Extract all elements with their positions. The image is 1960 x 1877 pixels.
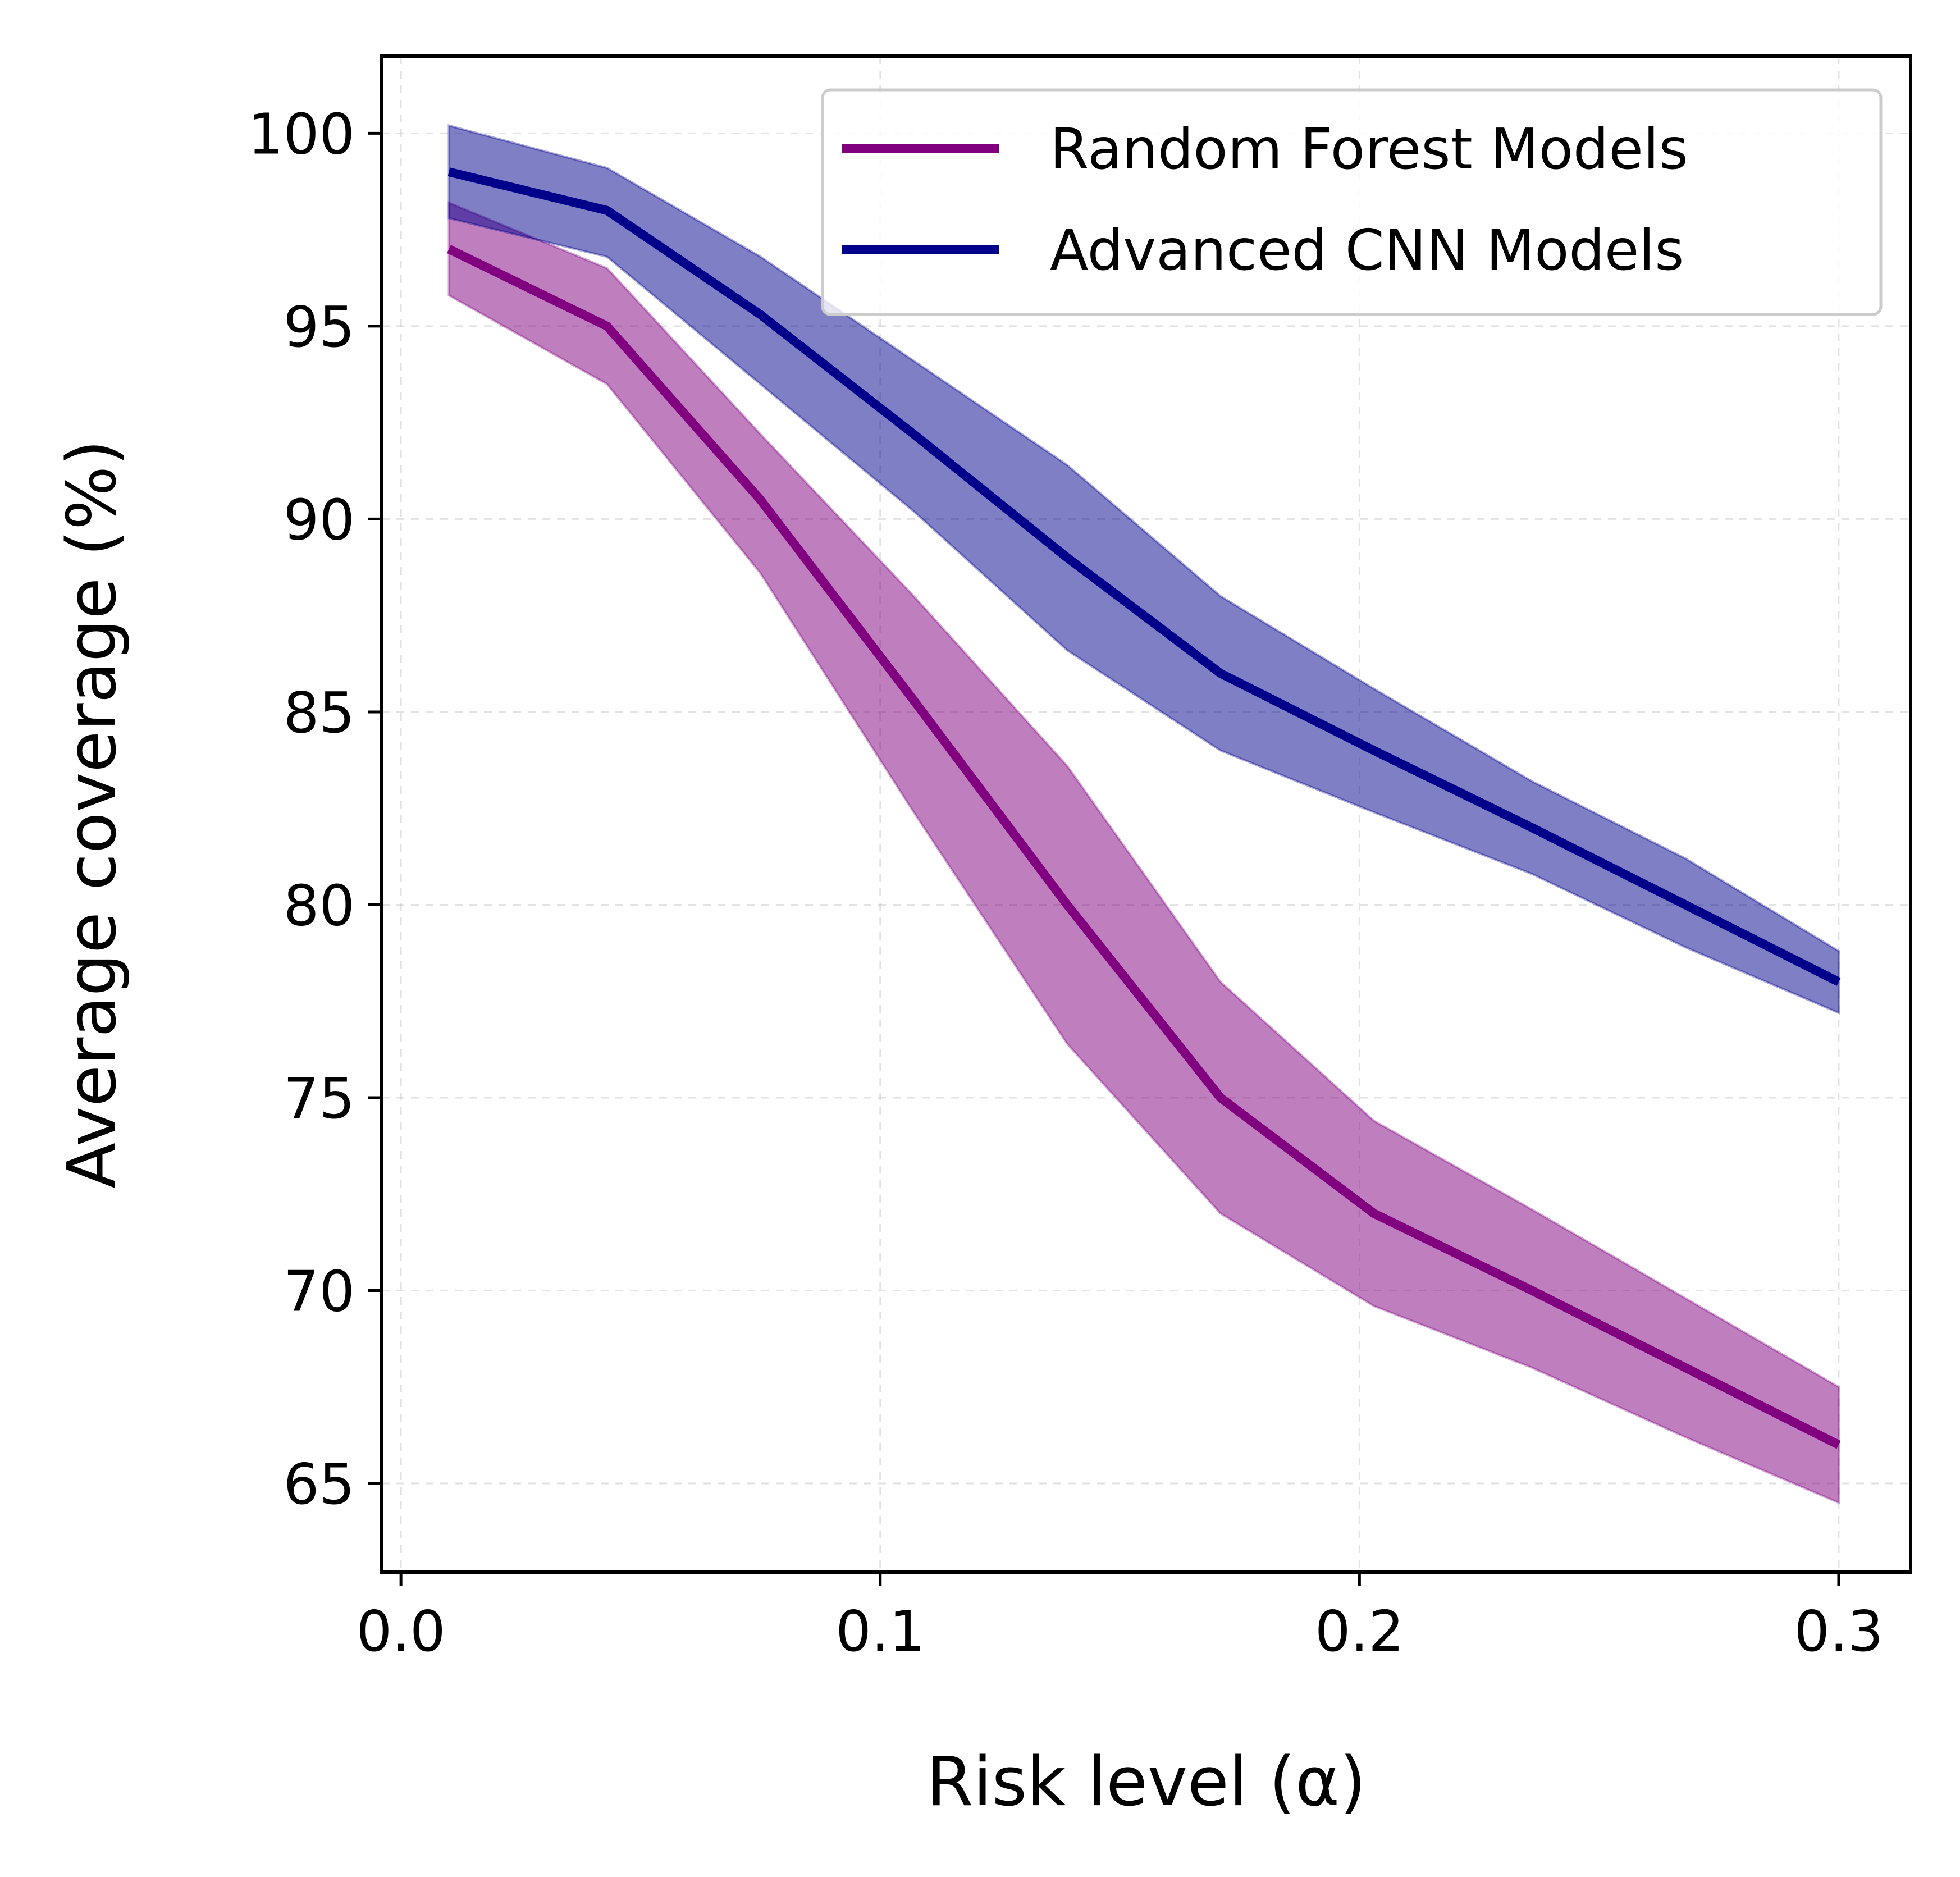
y-tick-label-2: 75 [284,1066,355,1131]
y-tick-label-4: 85 [284,680,355,746]
band-random-forest-models [447,201,1840,1505]
x-tick-label-2: 0.2 [1315,1599,1404,1664]
line-layer [446,167,1841,1449]
x-tick-label-0: 0.0 [357,1599,446,1664]
y-axis-title: Average coverage (%) [53,440,131,1189]
line-advanced-cnn-models [447,167,1841,987]
x-tick-label-1: 0.1 [835,1599,925,1664]
y-tick-label-5: 90 [284,487,355,552]
y-tick-label-0: 65 [284,1451,355,1517]
y-tick-label-6: 95 [284,294,355,360]
y-tick-label-3: 80 [284,873,355,938]
legend: Random Forest Models Advanced CNN Models [821,88,1883,316]
axes-frame [380,54,1912,1574]
legend-box [821,88,1883,316]
y-tick-label-7: 100 [248,101,355,167]
legend-label-random-forest: Random Forest Models [1050,116,1688,182]
tick-layer: 0.0 0.1 0.2 0.3 65 70 75 80 85 90 95 100 [248,101,1883,1664]
legend-label-advanced-cnn: Advanced CNN Models [1050,217,1684,283]
x-tick-label-3: 0.3 [1794,1599,1883,1664]
line-random-forest-models [446,245,1841,1449]
y-tick-label-1: 70 [284,1258,355,1324]
x-axis-title: Risk level (α) [926,1743,1366,1821]
